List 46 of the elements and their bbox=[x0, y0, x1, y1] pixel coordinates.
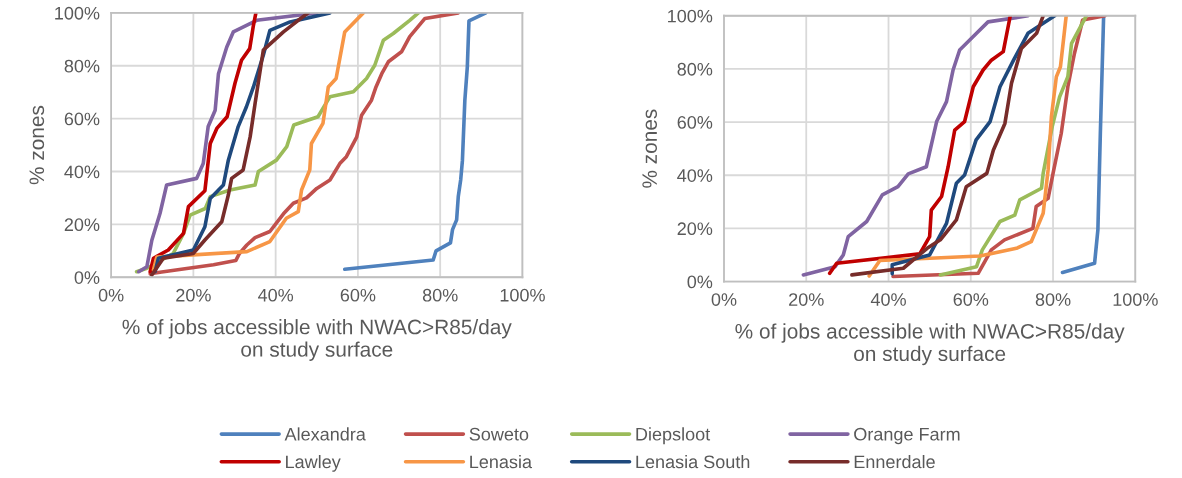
y-tick-label: 40% bbox=[64, 165, 100, 179]
line-series bbox=[890, 15, 1057, 276]
legend-label: Soweto bbox=[469, 427, 529, 441]
legend-label: Alexandra bbox=[284, 427, 366, 441]
line-series bbox=[148, 12, 461, 276]
x-tick-label: 0% bbox=[711, 293, 737, 306]
x-tick-label: 20% bbox=[176, 288, 211, 302]
line-series bbox=[891, 15, 1107, 279]
x-tick-label: 40% bbox=[870, 293, 906, 306]
line-series bbox=[1060, 15, 1106, 275]
x-tick-label: 80% bbox=[1035, 293, 1071, 306]
x-tick-label: 60% bbox=[953, 293, 989, 306]
x-tick-label: 100% bbox=[500, 288, 545, 302]
x-tick-label: 20% bbox=[789, 293, 824, 306]
y-axis-title: % zones bbox=[642, 109, 658, 188]
y-tick-label: 80% bbox=[64, 59, 100, 73]
y-axis-title: % zones bbox=[29, 105, 45, 185]
x-tick-label: 80% bbox=[422, 288, 458, 302]
legend-label: Diepsloot bbox=[636, 427, 711, 445]
legend-label: Lenasia South bbox=[636, 454, 750, 469]
x-tick-label: 0% bbox=[98, 288, 124, 302]
y-tick-label: 0% bbox=[74, 271, 100, 284]
legend-label: Orange Farm bbox=[854, 427, 960, 445]
x-tick-label: 40% bbox=[257, 288, 294, 302]
y-tick-label: 20% bbox=[64, 218, 100, 232]
line-series bbox=[850, 15, 1045, 277]
legend-label: Lawley bbox=[286, 454, 341, 472]
x-tick-label: 100% bbox=[1113, 293, 1158, 306]
x-axis-title: % of jobs accessible with NWAC>R85/day on study surface bbox=[122, 319, 512, 361]
line-series bbox=[342, 12, 488, 272]
legend-label: Ennerdale bbox=[854, 454, 935, 469]
y-tick-label: 80% bbox=[677, 62, 713, 76]
y-tick-label: 100% bbox=[55, 6, 100, 20]
y-tick-label: 60% bbox=[677, 116, 713, 129]
line-series bbox=[148, 12, 258, 274]
x-axis-title: % of jobs accessible with NWAC>R85/day on study surface bbox=[735, 323, 1125, 366]
legend-label: Lenasia bbox=[470, 454, 533, 469]
line-series bbox=[827, 15, 1013, 276]
y-tick-label: 100% bbox=[668, 9, 713, 23]
line-series bbox=[867, 15, 1069, 278]
y-tick-label: 60% bbox=[64, 112, 100, 126]
y-tick-label: 0% bbox=[687, 275, 713, 289]
y-tick-label: 40% bbox=[677, 169, 713, 182]
line-series bbox=[801, 15, 1030, 277]
y-tick-label: 20% bbox=[677, 222, 713, 236]
x-tick-label: 60% bbox=[340, 288, 376, 302]
